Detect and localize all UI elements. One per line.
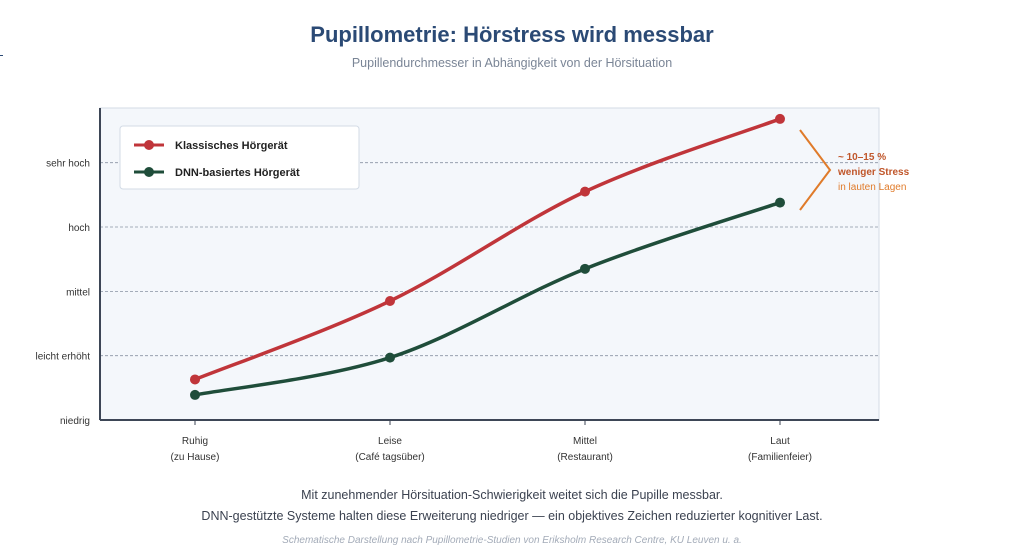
series-line-classic [193, 117, 782, 382]
x-tick-sublabel: (Restaurant) [557, 452, 613, 463]
chart-subtitle: Pupillendurchmesser in Abhängigkeit von … [351, 56, 673, 70]
annotation-line-2: weniger Stress [837, 167, 910, 178]
y-tick-label: sehr hoch [46, 159, 90, 170]
data-point-classic [775, 113, 785, 124]
y-tick-labels: niedrig leicht erhöht mittel hoch sehr hoch [36, 159, 91, 427]
legend: Klassisches Hörgerät DNN-basiertes Hörge… [119, 125, 360, 190]
data-point-dnn [580, 263, 590, 274]
edge-mark [0, 55, 3, 56]
y-tick-label: hoch [68, 223, 90, 234]
x-tick-sublabel: (Familienfeier) [748, 452, 812, 463]
y-tick-label: niedrig [60, 416, 90, 427]
data-point-classic [385, 295, 395, 306]
legend-marker-dnn [144, 167, 154, 177]
annotation-line-3: in lauten Lagen [838, 182, 906, 193]
data-point-classic [190, 374, 200, 385]
series [190, 113, 785, 400]
y-tick-label: leicht erhöht [36, 352, 91, 363]
legend-marker-classic [144, 140, 154, 150]
source-note: Schematische Darstellung nach Pupillomet… [282, 535, 742, 546]
data-point-dnn [775, 197, 785, 208]
caption-line-1: Mit zunehmender Hörsituation-Schwierigke… [301, 488, 723, 502]
caption-line-2: DNN-gestützte Systeme halten diese Erwei… [201, 509, 823, 523]
x-tick-sublabel: (zu Hause) [171, 452, 220, 463]
annotation-line-1: ~ 10–15 % [838, 152, 886, 163]
annotation-bracket [799, 129, 832, 211]
x-ticks: Ruhig (zu Hause) Leise (Café tagsüber) Mitte… [171, 420, 812, 463]
x-tick-label: Mittel [573, 436, 597, 447]
x-tick-label: Laut [770, 436, 790, 447]
legend-label-classic: Klassisches Hörgerät [175, 140, 288, 152]
x-tick-label: Ruhig [182, 436, 208, 447]
legend-box [119, 125, 360, 190]
x-tick-label: Leise [378, 436, 402, 447]
data-point-classic [580, 186, 590, 197]
x-tick-sublabel: (Café tagsüber) [355, 452, 424, 463]
annotation: ~ 10–15 % weniger Stress in lauten Lagen [799, 129, 910, 211]
legend-label-dnn: DNN-basiertes Hörgerät [175, 167, 300, 179]
chart-title: Pupillometrie: Hörstress wird messbar [310, 22, 714, 47]
y-tick-label: mittel [66, 287, 90, 298]
series-line-dnn [193, 200, 782, 397]
data-point-dnn [190, 389, 200, 400]
data-point-dnn [385, 352, 395, 363]
